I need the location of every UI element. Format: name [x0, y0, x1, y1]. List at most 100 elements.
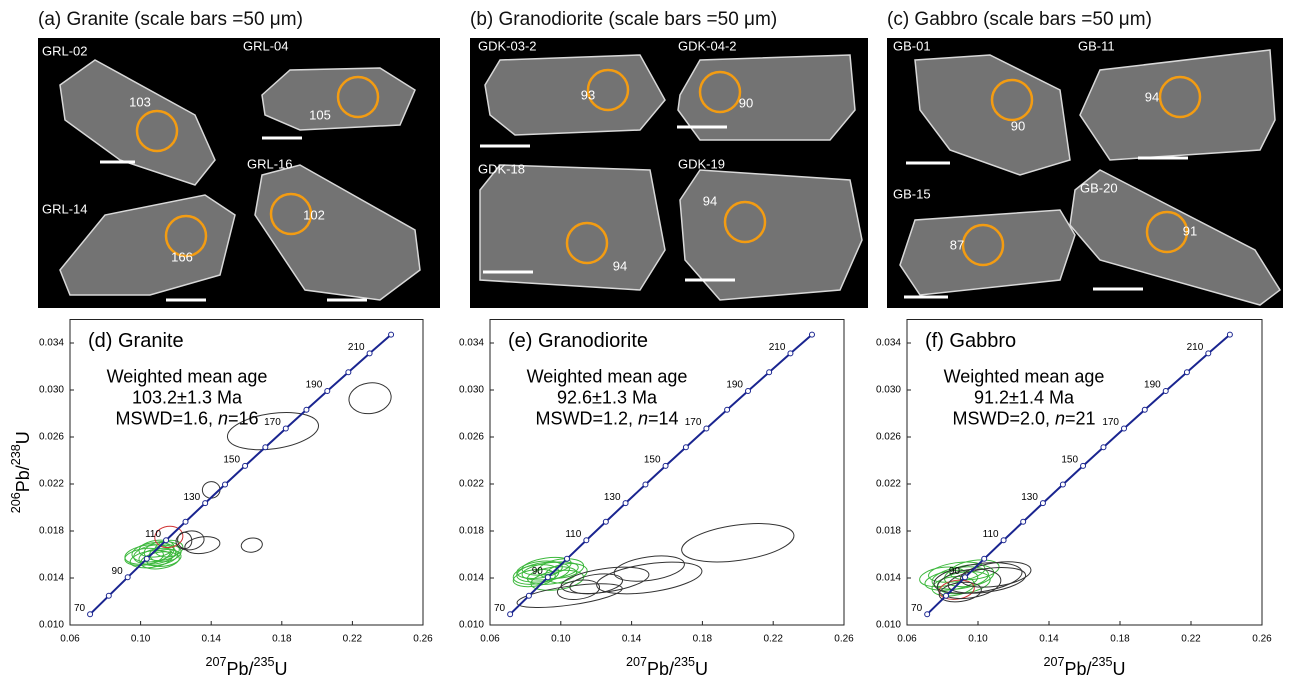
label-part: U [695, 659, 708, 679]
concordia-age-point [223, 482, 228, 487]
annotation: 92.6±1.3 Ma [557, 387, 658, 407]
concordia-age-point [106, 593, 111, 598]
label-part: Pb/ [1064, 659, 1091, 679]
concordia-age-point [183, 519, 188, 524]
y-axis-label: 206Pb/238U [9, 431, 32, 513]
label-part: 235 [1092, 655, 1113, 669]
annotation: Weighted mean age [107, 366, 268, 386]
concordia-age-point [389, 332, 394, 337]
concordia-age-point [1001, 538, 1006, 543]
grain-label: GB-01 [893, 38, 931, 53]
concordia-age-point [304, 407, 309, 412]
x-tick-label: 0.26 [834, 634, 854, 645]
concordia-age-point [944, 593, 949, 598]
concordia-age-point [545, 575, 550, 580]
concordia-age-point [1021, 519, 1026, 524]
label-part: n [638, 408, 648, 428]
grain-label: GRL-14 [42, 201, 88, 216]
concordia-age-point [367, 351, 372, 356]
x-tick-label: 0.14 [622, 634, 642, 645]
concordia-age-point [1184, 370, 1189, 375]
y-tick-label: 0.018 [876, 526, 901, 537]
spot-age: 102 [303, 207, 325, 222]
age-label: 110 [145, 529, 161, 540]
grain-label: GDK-03-2 [478, 38, 537, 53]
spot-age: 90 [1011, 118, 1025, 133]
label-part: Pb/ [226, 659, 253, 679]
label-part: 206 [9, 492, 23, 513]
age-label: 170 [1102, 417, 1119, 428]
age-label: 210 [1187, 342, 1204, 353]
annotation: Weighted mean age [527, 366, 688, 386]
concordia-age-point [584, 538, 589, 543]
label-part: =16 [228, 408, 259, 428]
spot-age: 93 [581, 87, 595, 102]
x-tick-label: 0.14 [1039, 634, 1059, 645]
concordia-age-point [623, 501, 628, 506]
x-tick-label: 0.14 [201, 634, 221, 645]
x-tick-label: 0.10 [968, 634, 988, 645]
y-tick-label: 0.010 [39, 620, 64, 631]
concordia-age-point [346, 370, 351, 375]
x-tick-label: 0.06 [480, 634, 500, 645]
age-label: 190 [306, 380, 323, 391]
panel-title: (c) Gabbro (scale bars =50 μm) [887, 9, 1152, 30]
label-part: =14 [648, 408, 679, 428]
concordia-age-point [1163, 389, 1168, 394]
spot-age: 94 [703, 193, 717, 208]
age-label: 90 [949, 566, 961, 577]
age-label: 150 [644, 455, 661, 466]
age-label: 130 [183, 492, 200, 503]
spot-age: 94 [1145, 89, 1159, 104]
chart-title: (d) Granite [88, 330, 184, 352]
age-label: 130 [1021, 492, 1038, 503]
concordia-age-point [564, 556, 569, 561]
grain-label: GDK-18 [478, 161, 525, 176]
concordia-age-point [1101, 445, 1106, 450]
chart-title: (f) Gabbro [925, 330, 1016, 352]
concordia-age-point [643, 482, 648, 487]
grain-label: GB-20 [1080, 180, 1118, 195]
y-tick-label: 0.014 [459, 573, 484, 584]
age-label: 170 [685, 417, 702, 428]
x-tick-label: 0.18 [272, 634, 292, 645]
concordia-age-point [1122, 426, 1127, 431]
label-part: U [275, 659, 288, 679]
age-label: 170 [264, 417, 281, 428]
x-tick-label: 0.22 [343, 634, 363, 645]
label-part: 238 [9, 444, 23, 465]
age-label: 90 [532, 566, 544, 577]
y-tick-label: 0.026 [876, 432, 901, 443]
panel-title: (a) Granite (scale bars =50 μm) [38, 9, 303, 30]
spot-age: 94 [613, 258, 627, 273]
grain-label: GB-11 [1078, 38, 1115, 53]
grain-label: GRL-16 [247, 156, 293, 171]
x-tick-label: 0.26 [413, 634, 433, 645]
x-tick-label: 0.18 [693, 634, 713, 645]
label-part: 207 [626, 655, 647, 669]
concordia-age-point [283, 426, 288, 431]
age-label: 110 [565, 529, 581, 540]
concordia-age-point [767, 370, 772, 375]
age-label: 150 [1061, 455, 1078, 466]
annotation: Weighted mean age [944, 366, 1105, 386]
x-axis-label: 207Pb/235U [1043, 655, 1125, 678]
y-tick-label: 0.026 [459, 432, 484, 443]
x-tick-label: 0.22 [1181, 634, 1201, 645]
y-tick-label: 0.014 [39, 573, 64, 584]
label-part: 207 [1043, 655, 1064, 669]
grain-label: GB-15 [893, 186, 931, 201]
concordia-age-point [88, 612, 93, 617]
spot-age: 166 [171, 249, 193, 264]
label-part: 207 [205, 655, 226, 669]
spot-age: 87 [950, 237, 964, 252]
y-tick-label: 0.034 [876, 338, 901, 349]
concordia-chart: 0.0100.0140.0180.0220.0260.0300.0340.060… [876, 320, 1272, 679]
y-tick-label: 0.030 [39, 385, 64, 396]
panel-title: (b) Granodiorite (scale bars =50 μm) [470, 9, 777, 30]
concordia-age-point [144, 556, 149, 561]
y-tick-label: 0.010 [459, 620, 484, 631]
concordia-age-point [1227, 332, 1232, 337]
concordia-age-point [788, 351, 793, 356]
figure: (a) Granite (scale bars =50 μm)GRL-02103… [0, 0, 1292, 684]
